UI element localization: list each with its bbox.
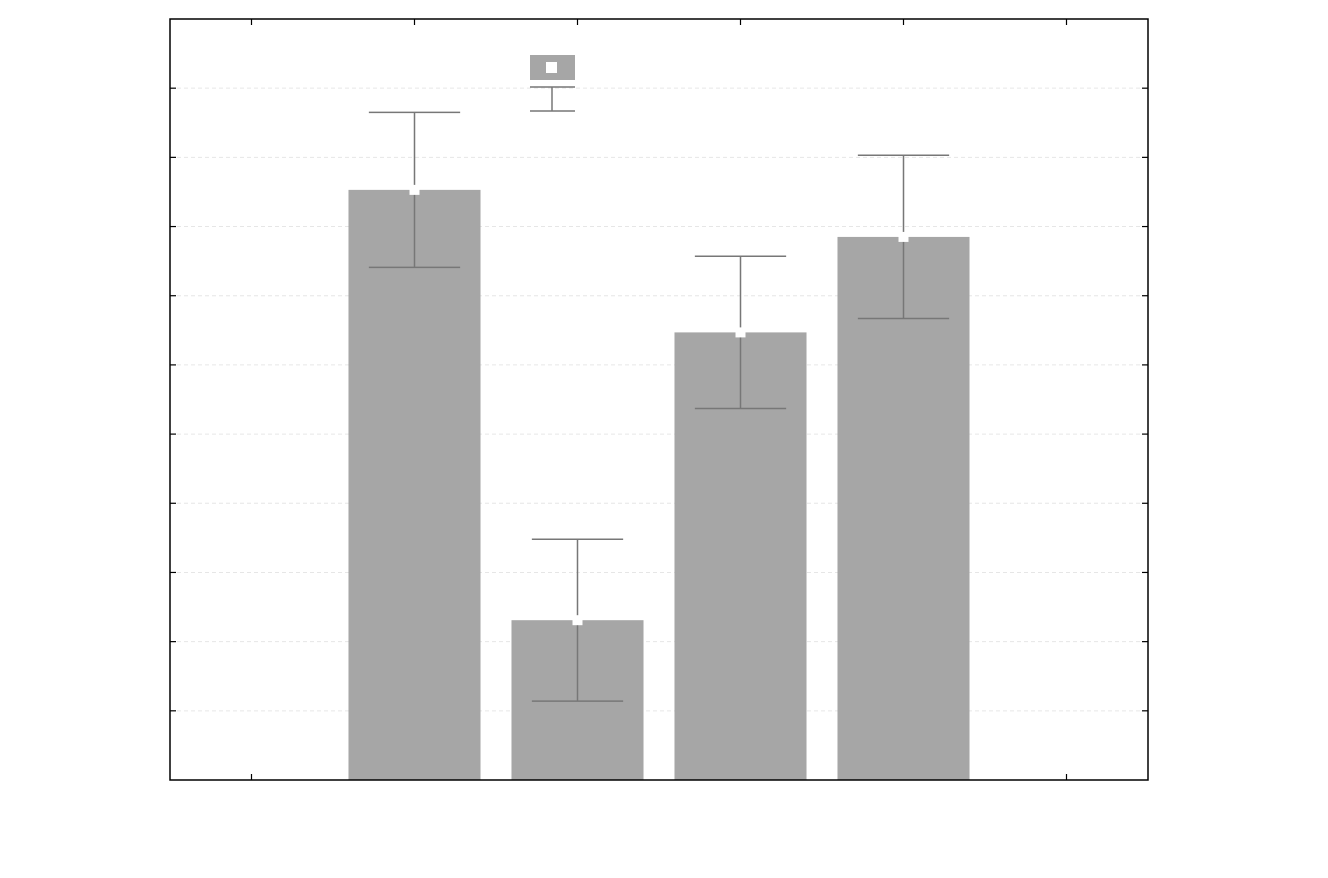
mean-marker (409, 184, 420, 195)
mean-marker (735, 327, 746, 338)
plot-frame (169, 18, 1149, 781)
mean-marker (898, 231, 909, 242)
mean-marker (572, 615, 583, 626)
legend (530, 55, 575, 112)
legend-marker (546, 62, 557, 73)
bar (837, 236, 970, 780)
bar (348, 189, 481, 780)
